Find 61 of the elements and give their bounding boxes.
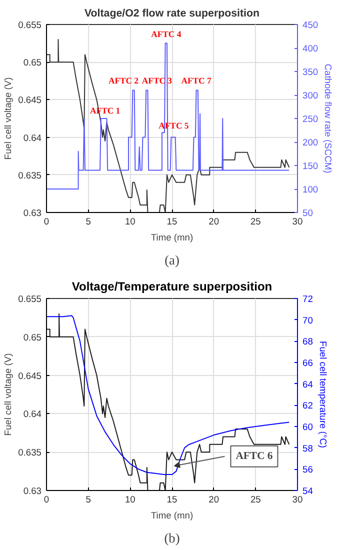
y2-tick-label: 56 (302, 464, 313, 475)
chart-title: Voltage/Temperature superposition (72, 280, 272, 294)
y2-axis-title: Fuel cell temperature (°C) (318, 341, 328, 448)
x-tick-label: 0 (44, 216, 50, 226)
annotation: AFTC 6 (236, 450, 274, 462)
x-tick-label: 10 (124, 216, 136, 226)
y-tick-label: 0.635 (18, 170, 42, 180)
x-tick-label: 30 (292, 216, 303, 226)
y-tick-label: 0.655 (18, 20, 42, 30)
x-tick-label: 10 (124, 494, 136, 504)
line-series (46, 42, 290, 190)
y2-axis-title: Cathode flow rate (SCCM) (323, 64, 334, 174)
y-tick-label: 0.65 (23, 58, 42, 68)
y2-tick-label: 200 (302, 138, 318, 148)
x-tick-label: 25 (250, 494, 261, 504)
y2-tick-label: 300 (302, 90, 318, 100)
x-tick-label: 0 (44, 494, 50, 504)
x-tick-label: 5 (86, 216, 91, 226)
line-series (46, 39, 290, 212)
y2-tick-label: 350 (302, 67, 318, 77)
y-tick-label: 0.655 (18, 294, 42, 304)
y2-tick-label: 58 (302, 443, 313, 454)
x-tick-label: 5 (86, 494, 91, 504)
chart-title: Voltage/O2 flow rate superposition (84, 8, 260, 20)
y2-tick-label: 400 (302, 44, 318, 54)
y2-tick-label: 250 (302, 114, 318, 124)
y-axis-title: Fuel cell voltage (V) (3, 77, 14, 160)
y2-tick-label: 72 (302, 294, 313, 304)
y2-tick-label: 50 (302, 208, 313, 218)
y2-tick-label: 64 (302, 379, 313, 390)
x-tick-label: 15 (166, 216, 178, 226)
y2-tick-label: 68 (302, 336, 313, 347)
text: (b) (164, 530, 180, 546)
y-axis-title: Fuel cell voltage (V) (3, 353, 14, 436)
annotation: AFTC 4 (151, 28, 182, 39)
x-axis-title: Time (mn) (150, 510, 194, 520)
y2-tick-label: 100 (302, 184, 318, 194)
y-tick-label: 0.63 (23, 208, 42, 218)
x-tick-label: 15 (166, 494, 178, 504)
y-tick-label: 0.645 (18, 370, 42, 381)
y2-tick-label: 66 (302, 358, 313, 368)
y-tick-label: 0.63 (23, 486, 42, 496)
x-tick-label: 20 (208, 494, 220, 504)
y-tick-label: 0.635 (18, 448, 42, 458)
text: (a) (164, 252, 180, 268)
y-tick-label: 0.64 (23, 132, 42, 143)
y2-tick-label: 60 (302, 422, 313, 432)
annotation: AFTC 7 (181, 75, 212, 86)
x-axis-title: Time (mn) (150, 232, 194, 242)
x-tick-label: 25 (250, 216, 261, 226)
y2-tick-label: 54 (302, 486, 313, 496)
y2-tick-label: 450 (302, 20, 318, 30)
annotation: AFTC 2 (108, 75, 139, 86)
y-tick-label: 0.65 (23, 332, 42, 342)
x-tick-label: 20 (208, 216, 220, 226)
x-tick-label: 30 (292, 494, 303, 504)
y-tick-label: 0.645 (18, 95, 42, 106)
y-tick-label: 0.64 (23, 409, 42, 420)
y2-tick-label: 70 (302, 315, 313, 326)
y2-tick-label: 150 (302, 161, 318, 171)
y2-tick-label: 62 (302, 400, 313, 411)
